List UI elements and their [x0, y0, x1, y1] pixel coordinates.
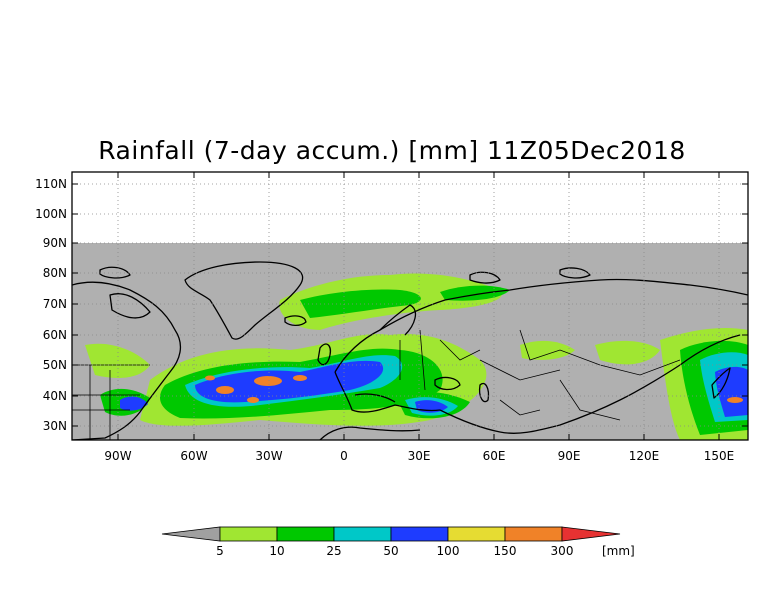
colorbar-tick-label: 25 — [326, 544, 341, 558]
lat-label: 110N — [35, 177, 67, 191]
coastlines — [72, 261, 748, 440]
colorbar-segment — [504, 526, 563, 542]
colorbar-segment — [390, 526, 449, 542]
country-borders — [72, 329, 681, 440]
lon-label: 30E — [408, 449, 431, 463]
map-field — [72, 172, 748, 440]
colorbar-high-arrow — [561, 526, 621, 542]
lat-axis — [72, 183, 748, 427]
lat-labels: 110N 100N 90N 80N 70N 60N 50N 40N 30N — [35, 177, 67, 433]
lat-label: 40N — [43, 389, 67, 403]
lat-label: 50N — [43, 358, 67, 372]
colorbar-tick-label: 300 — [551, 544, 574, 558]
colorbar-unit: [mm] — [602, 544, 635, 558]
colorbar-tick-label: 5 — [216, 544, 224, 558]
lat-label: 30N — [43, 419, 67, 433]
grid-lines — [72, 172, 748, 440]
colorbar-segment — [276, 526, 335, 542]
map-title: Rainfall (7-day accum.) [mm] 11Z05Dec201… — [98, 136, 686, 165]
colorbar-low-arrow — [161, 526, 221, 542]
lat-label: 80N — [43, 266, 67, 280]
lon-label: 60E — [483, 449, 506, 463]
lon-label: 150E — [704, 449, 735, 463]
colorbar-tick-label: 100 — [437, 544, 460, 558]
lat-label: 90N — [43, 236, 67, 250]
colorbar-segment — [219, 526, 278, 542]
rain-150-300-regions — [205, 375, 743, 403]
lat-label: 60N — [43, 328, 67, 342]
colorbar-tick-label: 10 — [269, 544, 284, 558]
lat-label: 70N — [43, 297, 67, 311]
lon-label: 60W — [180, 449, 207, 463]
colorbar: 5 10 25 50 100 150 300 [mm] — [161, 526, 635, 558]
colorbar-segment — [333, 526, 392, 542]
lon-label: 90E — [558, 449, 581, 463]
lat-label: 100N — [35, 207, 67, 221]
colorbar-segment — [447, 526, 506, 542]
lon-axis — [117, 172, 720, 440]
lon-label: 30W — [255, 449, 282, 463]
lon-label: 90W — [104, 449, 131, 463]
colorbar-tick-label: 150 — [494, 544, 517, 558]
lon-label: 0 — [340, 449, 348, 463]
map-frame — [71, 171, 749, 441]
lon-labels: 90W 60W 30W 0 30E 60E 90E 120E 150E — [104, 449, 734, 463]
colorbar-tick-label: 50 — [383, 544, 398, 558]
lon-label: 120E — [629, 449, 660, 463]
